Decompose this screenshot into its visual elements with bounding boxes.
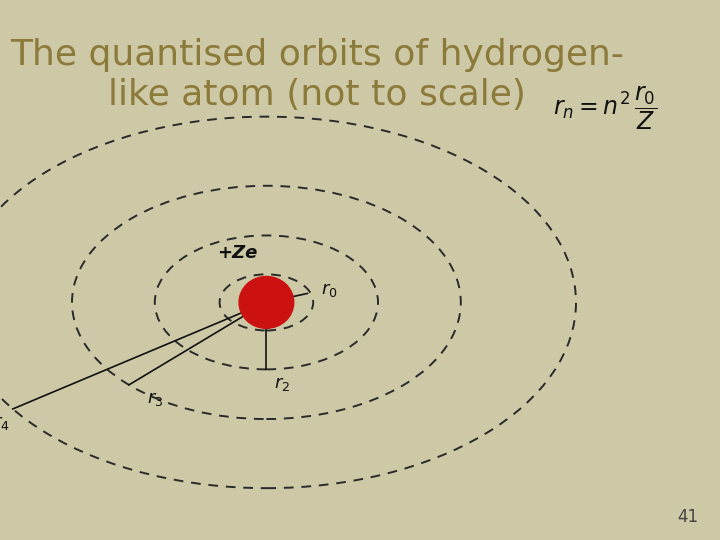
- Ellipse shape: [239, 276, 294, 328]
- Text: The quantised orbits of hydrogen-: The quantised orbits of hydrogen-: [10, 38, 624, 72]
- Text: like atom (not to scale): like atom (not to scale): [108, 78, 526, 112]
- Text: +Ze: +Ze: [217, 244, 258, 262]
- Text: $r_4$: $r_4$: [0, 414, 9, 433]
- Text: $r_0$: $r_0$: [321, 281, 338, 299]
- Text: $r_2$: $r_2$: [274, 375, 289, 393]
- Text: 41: 41: [678, 509, 698, 526]
- Text: $r_3$: $r_3$: [147, 390, 163, 408]
- Text: $r_n = n^2\,\dfrac{r_0}{Z}$: $r_n = n^2\,\dfrac{r_0}{Z}$: [553, 84, 657, 132]
